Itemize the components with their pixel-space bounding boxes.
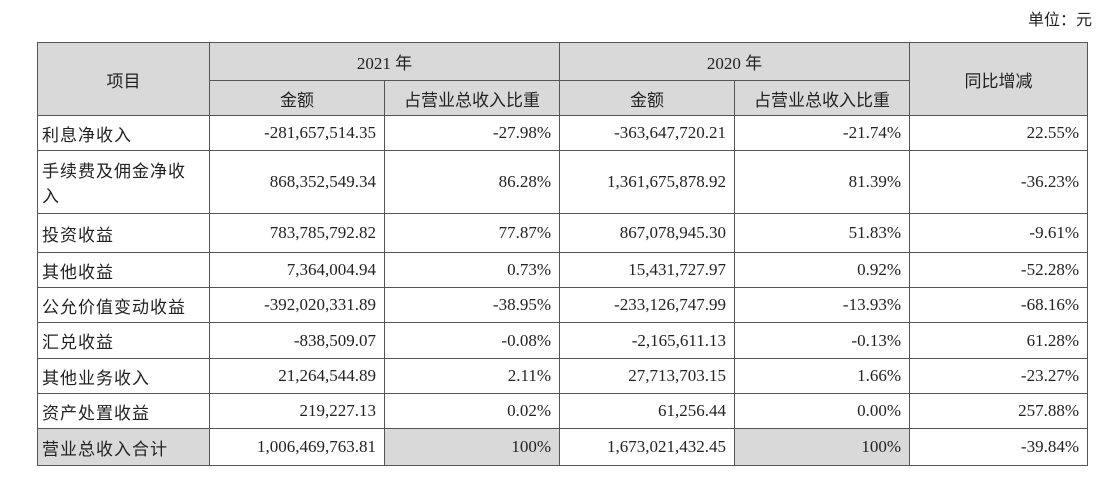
row-label: 公允价值变动收益 <box>37 287 210 323</box>
row-label: 利息净收入 <box>37 115 210 151</box>
row-label: 手续费及佣金净收入 <box>37 150 210 214</box>
cell: -52.28% <box>909 252 1088 288</box>
cell: -27.98% <box>384 115 560 151</box>
cell: -21.74% <box>734 115 910 151</box>
header-cell: 占营业总收入比重 <box>384 80 560 116</box>
header-row: 项目 2021 年 2020 年 同比增减 <box>37 42 1088 116</box>
table-header: 项目 2021 年 2020 年 同比增减 金额 占营业总收入比重 金额 占营业… <box>37 42 1088 116</box>
table-row: 利息净收入 -281,657,514.35 -27.98% -363,647,720.… <box>37 115 1088 151</box>
cell: -39.84% <box>909 428 1088 466</box>
cell: 81.39% <box>734 150 910 214</box>
row-label: 投资收益 <box>37 213 210 253</box>
header-cell: 同比增减 <box>909 42 1088 116</box>
header-cell: 项目 <box>37 42 210 116</box>
table-row: 其他收益 7,364,004.94 0.73% 15,431,727.97 0.92% -… <box>37 252 1088 288</box>
cell: -838,509.07 <box>209 322 385 359</box>
header-row: 金额 占营业总收入比重 金额 占营业总收入比重 <box>38 80 1088 116</box>
cell: -68.16% <box>909 287 1088 323</box>
cell: 868,352,549.34 <box>209 150 385 214</box>
cell: -0.13% <box>734 322 910 359</box>
cell: 21,264,544.89 <box>209 358 385 394</box>
header-cell: 占营业总收入比重 <box>734 80 910 116</box>
cell: -233,126,747.99 <box>559 287 735 323</box>
cell: 86.28% <box>384 150 560 214</box>
cell: 51.83% <box>734 213 910 253</box>
header-cell: 2021 年 <box>209 42 560 81</box>
cell: -38.95% <box>384 287 560 323</box>
row-label: 其他业务收入 <box>37 358 210 394</box>
row-label: 营业总收入合计 <box>37 428 210 466</box>
cell: 0.00% <box>734 393 910 429</box>
cell: 0.73% <box>384 252 560 288</box>
cell: 61.28% <box>909 322 1088 359</box>
table-row: 其他业务收入 21,264,544.89 2.11% 27,713,703.15 1.6… <box>37 358 1088 394</box>
unit-note: 单位：元 <box>1027 12 1092 29</box>
header-cell: 2020 年 <box>559 42 910 81</box>
cell: 61,256.44 <box>559 393 735 429</box>
cell: 15,431,727.97 <box>559 252 735 288</box>
row-label: 汇兑收益 <box>37 322 210 359</box>
cell: -13.93% <box>734 287 910 323</box>
cell: -281,657,514.35 <box>209 115 385 151</box>
header-cell: 金额 <box>209 80 385 116</box>
cell: -9.61% <box>909 213 1088 253</box>
cell: 100% <box>734 428 910 466</box>
cell: 77.87% <box>384 213 560 253</box>
table-row: 营业总收入合计 1,006,469,763.81 100% 1,673,021,432… <box>37 428 1088 466</box>
cell: -363,647,720.21 <box>559 115 735 151</box>
revenue-table: 项目 2021 年 2020 年 同比增减 金额 占营业总收入比重 金额 占营业… <box>37 42 1088 466</box>
cell: 0.02% <box>384 393 560 429</box>
cell: -2,165,611.13 <box>559 322 735 359</box>
table-row: 手续费及佣金净收入 868,352,549.34 86.28% 1,361,675,8… <box>37 150 1088 214</box>
cell: 22.55% <box>909 115 1088 151</box>
table-row: 汇兑收益 -838,509.07 -0.08% -2,165,611.13 -0.13%… <box>37 322 1088 359</box>
table-body: 利息净收入 -281,657,514.35 -27.98% -363,647,720.… <box>37 115 1088 466</box>
cell: 2.11% <box>384 358 560 394</box>
cell: 1,006,469,763.81 <box>209 428 385 466</box>
cell: 27,713,703.15 <box>559 358 735 394</box>
row-label: 资产处置收益 <box>37 393 210 429</box>
cell: 257.88% <box>909 393 1088 429</box>
cell: 1.66% <box>734 358 910 394</box>
table-row: 投资收益 783,785,792.82 77.87% 867,078,945.30 51… <box>37 213 1088 253</box>
cell: 100% <box>384 428 560 466</box>
cell: -0.08% <box>384 322 560 359</box>
table-row: 资产处置收益 219,227.13 0.02% 61,256.44 0.00% 257.8… <box>37 393 1088 429</box>
cell: 0.92% <box>734 252 910 288</box>
cell: 219,227.13 <box>209 393 385 429</box>
table-row: 公允价值变动收益 -392,020,331.89 -38.95% -233,126,7… <box>37 287 1088 323</box>
cell: 783,785,792.82 <box>209 213 385 253</box>
cell: 1,673,021,432.45 <box>559 428 735 466</box>
header-cell: 金额 <box>559 80 735 116</box>
row-label: 其他收益 <box>37 252 210 288</box>
cell: -392,020,331.89 <box>209 287 385 323</box>
cell: 867,078,945.30 <box>559 213 735 253</box>
cell: 1,361,675,878.92 <box>559 150 735 214</box>
cell: -23.27% <box>909 358 1088 394</box>
cell: 7,364,004.94 <box>209 252 385 288</box>
cell: -36.23% <box>909 150 1088 214</box>
